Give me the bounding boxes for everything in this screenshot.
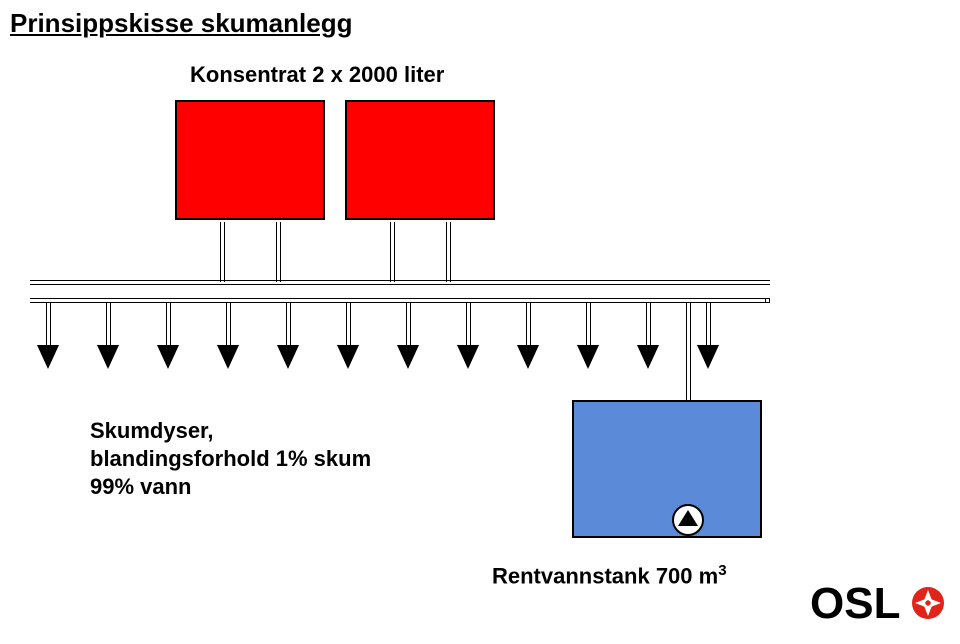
nozzle-icon (577, 345, 599, 369)
label-rentvann: Rentvannstank 700 m3 (492, 562, 727, 589)
label-konsentrat: Konsentrat 2 x 2000 liter (190, 62, 444, 88)
drop-red2a (390, 222, 395, 282)
nozzle-icon (517, 345, 539, 369)
nozzle-drop (346, 303, 351, 345)
nozzle-icon (157, 345, 179, 369)
nozzle-drop (46, 303, 51, 345)
nozzle-icon (637, 345, 659, 369)
nozzle-icon (457, 345, 479, 369)
pump-icon-triangle (678, 510, 698, 526)
nozzle-drop (466, 303, 471, 345)
nozzle-icon (37, 345, 59, 369)
nozzle-drop (526, 303, 531, 345)
label-skumdyser-l1: Skumdyser, (90, 418, 214, 444)
nozzle-icon (97, 345, 119, 369)
label-rentvann-sup: 3 (718, 562, 726, 579)
drop-red1b (276, 222, 281, 282)
drop-red1a (220, 222, 225, 282)
drop-red2b (446, 222, 451, 282)
nozzle-icon (337, 345, 359, 369)
nozzle-drop (226, 303, 231, 345)
label-rentvann-text: Rentvannstank 700 m (492, 563, 718, 588)
tank-concentrate-1 (175, 100, 325, 220)
nozzle-drop (646, 303, 651, 345)
label-skumdyser-l2: blandingsforhold 1% skum (90, 446, 371, 472)
nozzle-icon (397, 345, 419, 369)
nozzle-icon (277, 345, 299, 369)
water-riser (765, 298, 770, 303)
page-title: Prinsippskisse skumanlegg (10, 8, 352, 39)
nozzle-drop (586, 303, 591, 345)
svg-text:OSL: OSL (810, 579, 900, 628)
nozzle-drop (706, 303, 711, 345)
label-skumdyser-l3: 99% vann (90, 474, 192, 500)
diagram-page: Prinsippskisse skumanlegg Konsentrat 2 x… (0, 0, 960, 644)
nozzle-drop (406, 303, 411, 345)
osl-logo: OSL (810, 578, 950, 635)
nozzle-drop (166, 303, 171, 345)
tank-water (572, 400, 762, 538)
nozzle-drop (106, 303, 111, 345)
tank-concentrate-2 (345, 100, 495, 220)
nozzle-drop (286, 303, 291, 345)
manifold-upper (30, 280, 770, 285)
nozzle-icon (217, 345, 239, 369)
manifold-lower (30, 298, 770, 303)
nozzle-icon (697, 345, 719, 369)
osl-logo-svg: OSL (810, 578, 950, 630)
